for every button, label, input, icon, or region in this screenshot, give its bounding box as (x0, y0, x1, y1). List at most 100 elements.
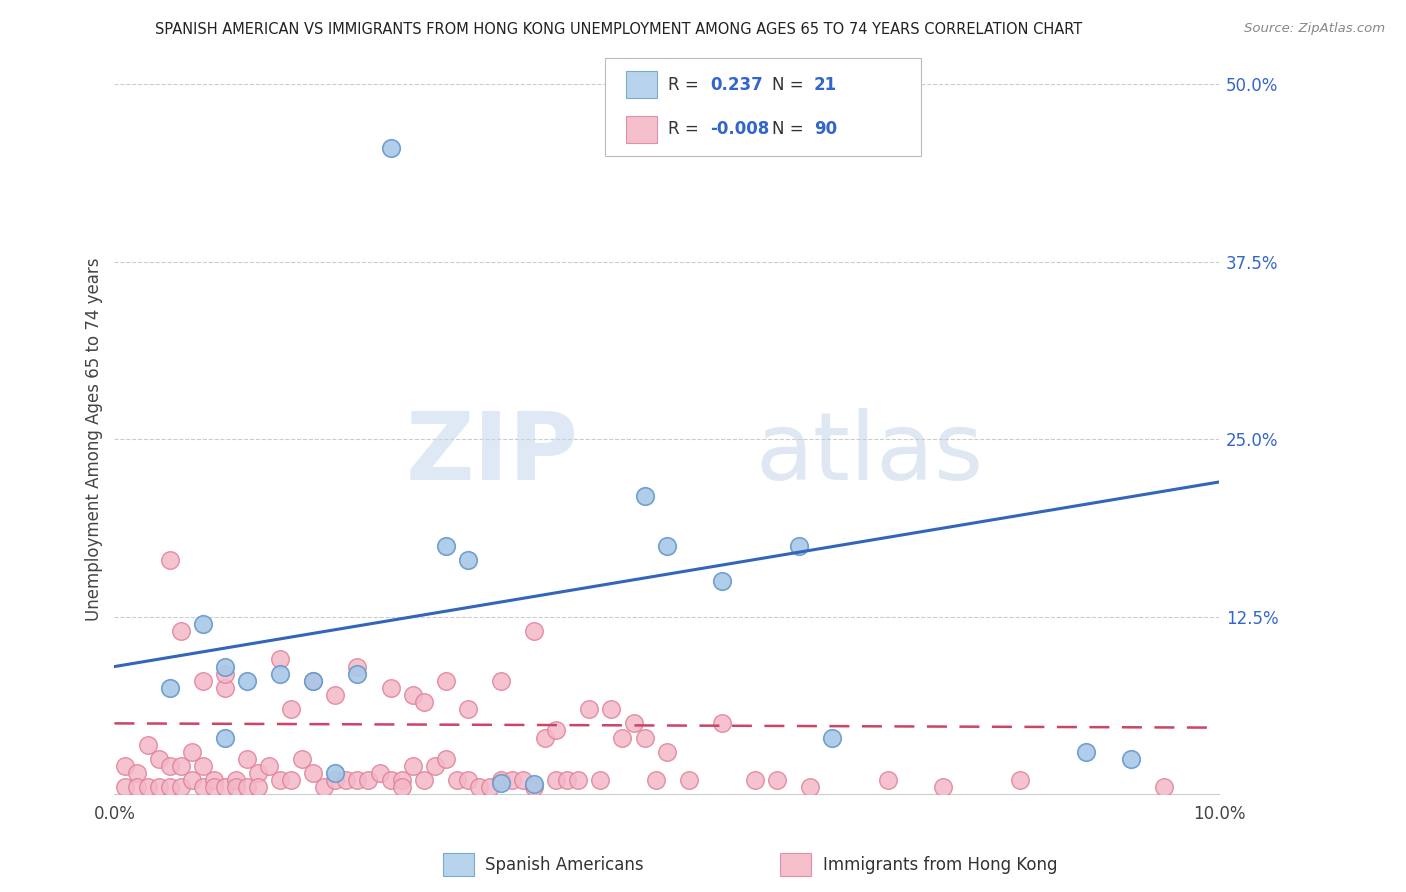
Point (191, 759, 214, 773)
Point (1153, 780, 1175, 795)
Point (214, 780, 236, 795)
Point (236, 673, 259, 688)
Point (623, 716, 645, 731)
Point (214, 666, 236, 681)
Point (214, 681, 236, 695)
Point (434, 673, 457, 688)
Point (600, 702, 623, 716)
Point (412, 695, 434, 709)
Point (478, 780, 501, 795)
Point (446, 773, 468, 788)
Point (125, 766, 148, 780)
Y-axis label: Unemployment Among Ages 65 to 74 years: Unemployment Among Ages 65 to 74 years (86, 258, 103, 621)
Point (191, 617, 214, 632)
Text: 90: 90 (814, 120, 837, 138)
Point (523, 624, 546, 638)
Point (159, 759, 181, 773)
Point (589, 773, 612, 788)
Point (170, 780, 193, 795)
Point (302, 673, 325, 688)
Point (546, 773, 568, 788)
Point (612, 731, 634, 745)
Point (578, 702, 600, 716)
Point (1076, 745, 1098, 759)
Point (159, 681, 181, 695)
Point (799, 780, 821, 795)
Point (346, 659, 368, 673)
Point (357, 773, 380, 788)
Point (247, 780, 270, 795)
Point (401, 759, 423, 773)
Point (346, 666, 368, 681)
Text: 0.237: 0.237 (710, 76, 763, 94)
Point (280, 773, 302, 788)
Point (787, 539, 810, 553)
Text: N =: N = (772, 76, 808, 94)
Point (125, 780, 148, 795)
Point (346, 773, 368, 788)
Point (489, 673, 512, 688)
Point (633, 731, 655, 745)
Point (114, 780, 136, 795)
Point (380, 773, 402, 788)
Text: R =: R = (668, 120, 704, 138)
Point (567, 773, 589, 788)
Point (114, 759, 136, 773)
Point (323, 773, 346, 788)
Point (136, 780, 159, 795)
Point (744, 773, 766, 788)
Point (512, 773, 534, 788)
Point (523, 777, 546, 791)
Point (932, 780, 955, 795)
Text: 21: 21 (814, 76, 837, 94)
Point (202, 780, 225, 795)
Point (302, 766, 325, 780)
Point (170, 624, 193, 638)
Point (148, 780, 170, 795)
Point (468, 780, 491, 795)
Point (257, 759, 280, 773)
Point (655, 539, 678, 553)
Point (225, 780, 247, 795)
Point (633, 489, 655, 503)
Point (214, 731, 236, 745)
Point (236, 752, 259, 766)
Point (523, 780, 546, 795)
Point (412, 773, 434, 788)
Point (391, 773, 413, 788)
Point (546, 723, 568, 738)
Point (489, 776, 512, 790)
Point (401, 688, 423, 702)
Point (644, 773, 666, 788)
Point (457, 553, 479, 567)
Point (180, 745, 202, 759)
Point (821, 731, 844, 745)
Point (380, 681, 402, 695)
Text: R =: R = (668, 76, 704, 94)
Point (323, 766, 346, 780)
Text: atlas: atlas (755, 408, 983, 500)
Point (148, 752, 170, 766)
Point (457, 702, 479, 716)
Point (136, 738, 159, 752)
Point (269, 666, 291, 681)
Text: N =: N = (772, 120, 808, 138)
Point (876, 773, 898, 788)
Point (170, 759, 193, 773)
Point (280, 702, 302, 716)
Point (247, 766, 270, 780)
Point (159, 780, 181, 795)
Text: ZIP: ZIP (405, 408, 578, 500)
Text: -0.008: -0.008 (710, 120, 769, 138)
Point (555, 773, 578, 788)
Point (191, 780, 214, 795)
Point (434, 539, 457, 553)
Point (380, 141, 402, 155)
Point (314, 780, 336, 795)
Point (489, 773, 512, 788)
Text: Source: ZipAtlas.com: Source: ZipAtlas.com (1244, 22, 1385, 36)
Text: SPANISH AMERICAN VS IMMIGRANTS FROM HONG KONG UNEMPLOYMENT AMONG AGES 65 TO 74 Y: SPANISH AMERICAN VS IMMIGRANTS FROM HONG… (155, 22, 1083, 37)
Point (534, 731, 557, 745)
Point (335, 773, 357, 788)
Point (214, 659, 236, 673)
